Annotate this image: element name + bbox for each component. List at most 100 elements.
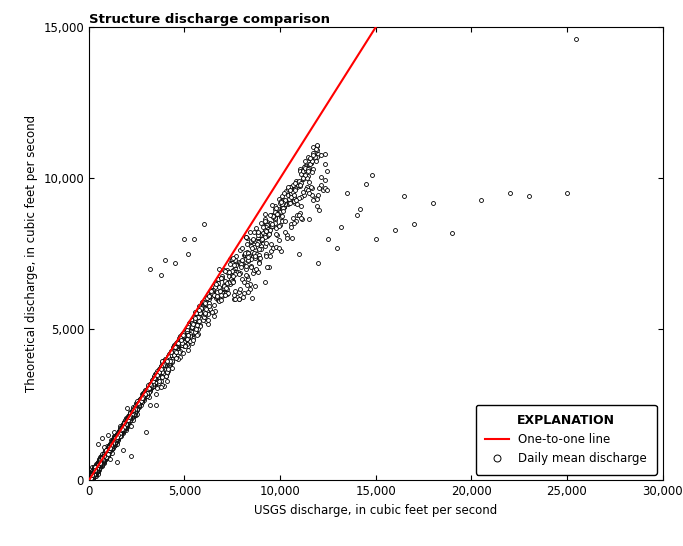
Point	[104, 442, 115, 450]
Point	[175, 346, 186, 355]
Point	[85, 472, 96, 480]
Point	[86, 471, 97, 480]
Point	[145, 387, 156, 395]
Point	[97, 455, 108, 464]
Point	[226, 274, 237, 283]
Point	[88, 468, 99, 477]
Point	[109, 437, 120, 446]
Point	[100, 449, 111, 458]
Point	[187, 324, 198, 333]
Point	[262, 218, 273, 227]
Point	[93, 460, 104, 468]
Point	[86, 472, 97, 480]
Point	[89, 462, 100, 471]
Point	[109, 436, 120, 445]
Point	[95, 457, 106, 466]
Point	[98, 456, 109, 465]
Point	[253, 236, 264, 245]
Point	[110, 436, 121, 444]
Point	[89, 464, 100, 472]
Point	[84, 474, 95, 483]
Point	[86, 472, 97, 481]
Point	[85, 471, 96, 480]
Point	[109, 436, 120, 444]
Point	[109, 441, 120, 449]
Point	[92, 464, 102, 473]
Point	[94, 461, 105, 470]
Point	[124, 416, 135, 425]
Point	[254, 239, 265, 247]
Point	[84, 476, 95, 484]
Point	[123, 416, 134, 425]
Point	[137, 393, 148, 402]
Point	[158, 361, 169, 370]
Point	[111, 435, 122, 444]
Point	[102, 447, 113, 455]
Point	[124, 412, 135, 421]
Point	[92, 463, 103, 472]
Point	[91, 464, 102, 472]
Point	[87, 466, 98, 475]
Point	[111, 436, 122, 445]
Point	[169, 341, 180, 350]
Point	[116, 426, 127, 435]
Point	[101, 455, 112, 464]
Point	[308, 196, 319, 205]
Point	[87, 470, 98, 478]
Point	[237, 244, 248, 252]
Point	[227, 272, 238, 281]
Point	[122, 420, 133, 429]
Point	[107, 442, 117, 450]
Point	[229, 295, 240, 304]
Point	[92, 461, 103, 470]
Point	[86, 472, 97, 480]
Point	[112, 430, 123, 438]
Point	[88, 462, 99, 471]
Point	[191, 311, 202, 319]
Point	[134, 397, 145, 406]
Point	[221, 280, 232, 288]
Point	[92, 462, 102, 471]
Point	[88, 468, 99, 477]
Point	[101, 447, 112, 456]
Point	[103, 448, 114, 456]
Point	[223, 268, 234, 277]
Point	[306, 168, 317, 176]
Point	[136, 396, 147, 405]
Point	[99, 451, 110, 460]
Point	[99, 452, 110, 461]
Point	[104, 444, 115, 453]
Point	[86, 468, 97, 477]
Point	[115, 428, 126, 437]
Point	[97, 462, 108, 471]
Point	[230, 252, 241, 260]
Point	[188, 320, 199, 329]
Point	[209, 307, 220, 316]
Point	[150, 370, 161, 379]
Point	[163, 364, 173, 372]
Point	[165, 353, 176, 361]
Point	[94, 461, 104, 470]
Point	[571, 35, 582, 44]
Point	[85, 474, 96, 483]
Point	[89, 467, 100, 476]
Point	[94, 464, 104, 472]
Point	[269, 216, 280, 225]
Point	[87, 471, 98, 479]
Point	[206, 291, 217, 300]
Point	[300, 162, 311, 170]
Point	[95, 458, 106, 467]
Point	[107, 439, 117, 448]
Point	[92, 460, 103, 468]
Point	[92, 462, 103, 471]
Point	[84, 475, 95, 484]
Point	[83, 474, 94, 483]
Point	[156, 368, 167, 377]
Point	[87, 471, 98, 479]
Point	[87, 470, 98, 479]
Point	[87, 471, 98, 480]
Point	[85, 470, 96, 478]
Point	[307, 191, 318, 199]
Point	[185, 329, 196, 337]
Point	[93, 461, 104, 470]
